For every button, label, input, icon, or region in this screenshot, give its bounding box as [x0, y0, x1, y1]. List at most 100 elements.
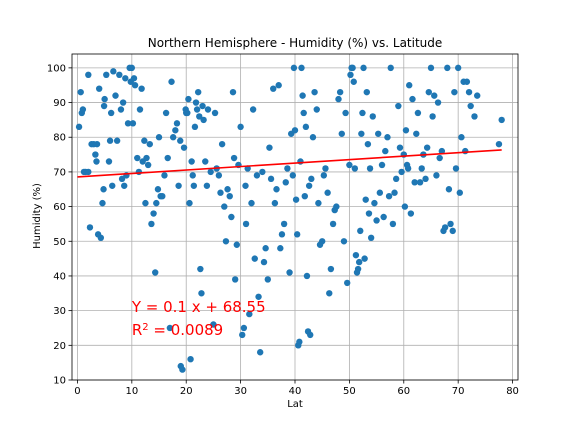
data-point	[471, 113, 478, 120]
data-point	[229, 88, 237, 96]
data-point	[218, 140, 226, 148]
data-point	[354, 265, 362, 273]
data-point	[355, 258, 363, 266]
data-point	[200, 116, 207, 124]
data-point	[320, 172, 328, 179]
y-tick-label: 60	[53, 202, 66, 213]
data-point	[169, 134, 177, 141]
data-point	[301, 192, 308, 200]
data-point	[411, 179, 418, 186]
data-point	[146, 140, 153, 148]
data-point	[231, 276, 239, 283]
data-point	[222, 238, 230, 245]
data-point	[193, 106, 201, 113]
data-point	[324, 189, 331, 196]
data-point	[109, 182, 116, 189]
data-point	[413, 130, 420, 137]
y-axis-ticks: 10 20 30 40 50 60 70 80 90 100	[47, 63, 72, 387]
data-point	[291, 127, 299, 134]
data-point	[271, 199, 279, 207]
data-point	[378, 161, 386, 169]
data-point	[392, 175, 400, 183]
data-point	[452, 165, 460, 172]
data-point	[416, 179, 424, 186]
data-point	[431, 92, 438, 99]
r-squared-symbol: R	[132, 321, 142, 339]
data-point	[128, 64, 136, 72]
y-tick-label: 90	[53, 98, 66, 109]
data-point	[401, 203, 409, 210]
data-point	[211, 109, 219, 117]
data-point	[351, 165, 359, 172]
data-point	[382, 147, 389, 155]
data-point	[371, 199, 378, 207]
data-point	[92, 151, 99, 158]
data-point	[124, 120, 132, 127]
data-point	[119, 99, 127, 106]
data-point	[121, 182, 128, 189]
data-point	[350, 78, 357, 85]
data-point	[298, 64, 305, 72]
data-point	[369, 113, 376, 120]
data-point	[273, 186, 280, 193]
data-point	[389, 220, 397, 228]
data-point	[398, 168, 405, 176]
y-tick-label: 20	[53, 341, 66, 352]
data-point	[318, 238, 326, 245]
data-point	[367, 234, 375, 242]
regression-equation: Y = 0.1 x + 68.55	[131, 298, 266, 316]
y-tick-label: 70	[53, 167, 66, 178]
data-point	[189, 172, 196, 179]
data-point	[342, 109, 349, 117]
x-tick-label: 30	[234, 386, 247, 397]
data-point	[188, 158, 195, 165]
data-point	[107, 109, 115, 117]
data-point	[224, 186, 231, 193]
data-point	[192, 99, 200, 106]
data-point	[159, 192, 166, 200]
data-point	[215, 172, 223, 179]
data-point	[418, 165, 425, 172]
data-point	[153, 199, 160, 207]
data-point	[438, 147, 446, 155]
data-point	[230, 154, 238, 162]
data-point	[447, 220, 454, 228]
data-point	[433, 172, 440, 179]
data-point	[164, 154, 171, 162]
data-point	[162, 109, 170, 117]
data-point	[384, 134, 391, 141]
data-point	[177, 137, 184, 144]
data-point	[363, 88, 370, 96]
data-point	[249, 106, 257, 113]
data-point	[307, 331, 314, 339]
data-point	[458, 134, 465, 141]
data-point	[172, 127, 179, 134]
data-point	[113, 137, 121, 144]
data-point	[308, 175, 315, 183]
data-point	[290, 64, 298, 72]
x-tick-label: 70	[452, 386, 465, 397]
r-squared-exponent: 2	[142, 322, 148, 333]
data-point	[129, 120, 137, 127]
data-point	[311, 88, 318, 96]
data-point	[97, 234, 105, 242]
data-point	[239, 331, 246, 339]
data-point	[300, 109, 307, 117]
data-point	[135, 168, 143, 176]
data-point	[131, 82, 139, 89]
data-point	[202, 158, 209, 165]
data-point	[217, 189, 224, 196]
data-point	[467, 102, 474, 110]
data-point	[451, 88, 458, 96]
data-point	[465, 88, 473, 96]
data-point	[333, 203, 340, 210]
data-point	[347, 71, 354, 79]
data-point	[134, 154, 141, 162]
data-point	[449, 227, 456, 235]
data-point	[357, 227, 364, 235]
data-point	[266, 144, 273, 151]
data-point	[116, 71, 123, 79]
data-point	[445, 186, 453, 193]
data-point	[100, 102, 108, 110]
